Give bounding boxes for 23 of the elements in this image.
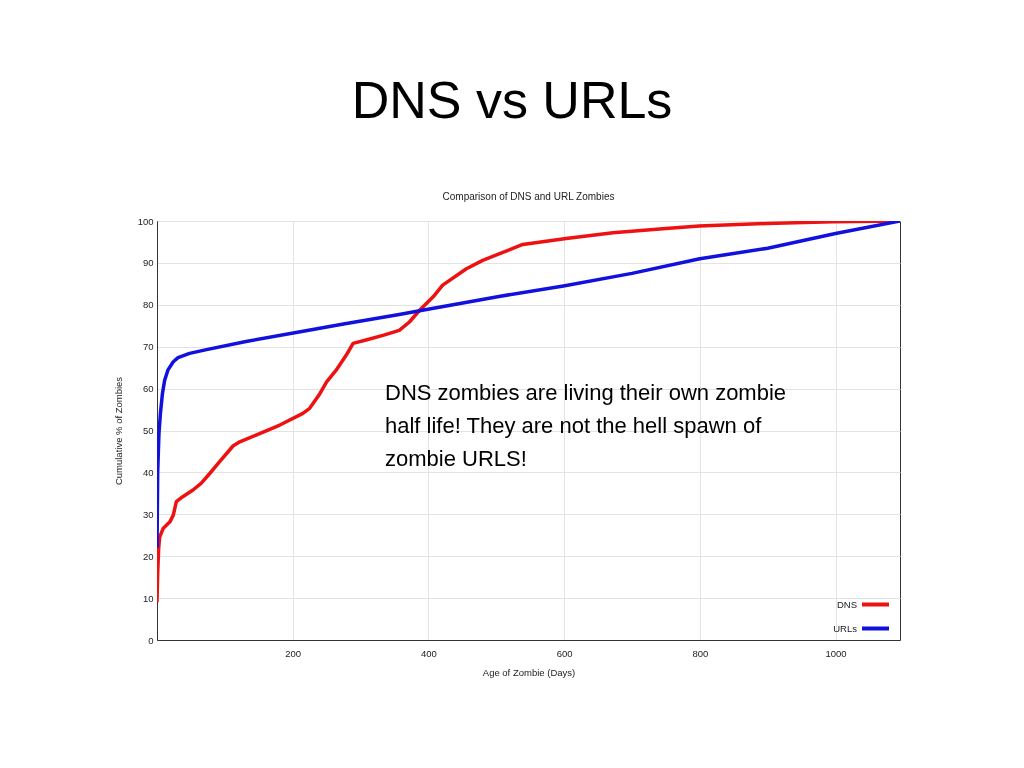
legend-label: URLs [833, 622, 858, 634]
y-tick-label: 30 [142, 508, 154, 520]
y-axis-title: Cumulative % of Zombies [112, 376, 124, 486]
y-tick-label: 80 [142, 299, 154, 311]
annotation: DNS zombies are living their own zombie half life! They are not the hell spawn of zombie URLS! [385, 379, 788, 473]
x-tick-label: 200 [285, 647, 302, 659]
x-tick-label: 800 [692, 647, 709, 659]
y-tick-label: 90 [142, 257, 154, 269]
y-tick-label: 40 [142, 466, 154, 478]
x-axis-title: Age of Zombie (Days) [482, 667, 576, 678]
y-tick-label: 10 [142, 592, 154, 604]
x-tick-label: 600 [556, 647, 573, 659]
chart-title: DNS vs URLs [350, 71, 674, 129]
y-tick-label: 60 [142, 383, 154, 395]
x-tick-label: 1000 [825, 647, 847, 659]
y-tick-label: 20 [142, 550, 154, 562]
y-tick-label: 100 [137, 215, 154, 227]
y-tick-label: 50 [142, 425, 154, 436]
y-tick-label: 0 [148, 634, 154, 646]
legend-label: DNS [836, 598, 857, 610]
x-tick-label: 400 [420, 647, 437, 659]
y-tick-label: 70 [142, 341, 154, 353]
chart-subtitle: Comparison of DNS and URL Zombies [442, 191, 615, 202]
